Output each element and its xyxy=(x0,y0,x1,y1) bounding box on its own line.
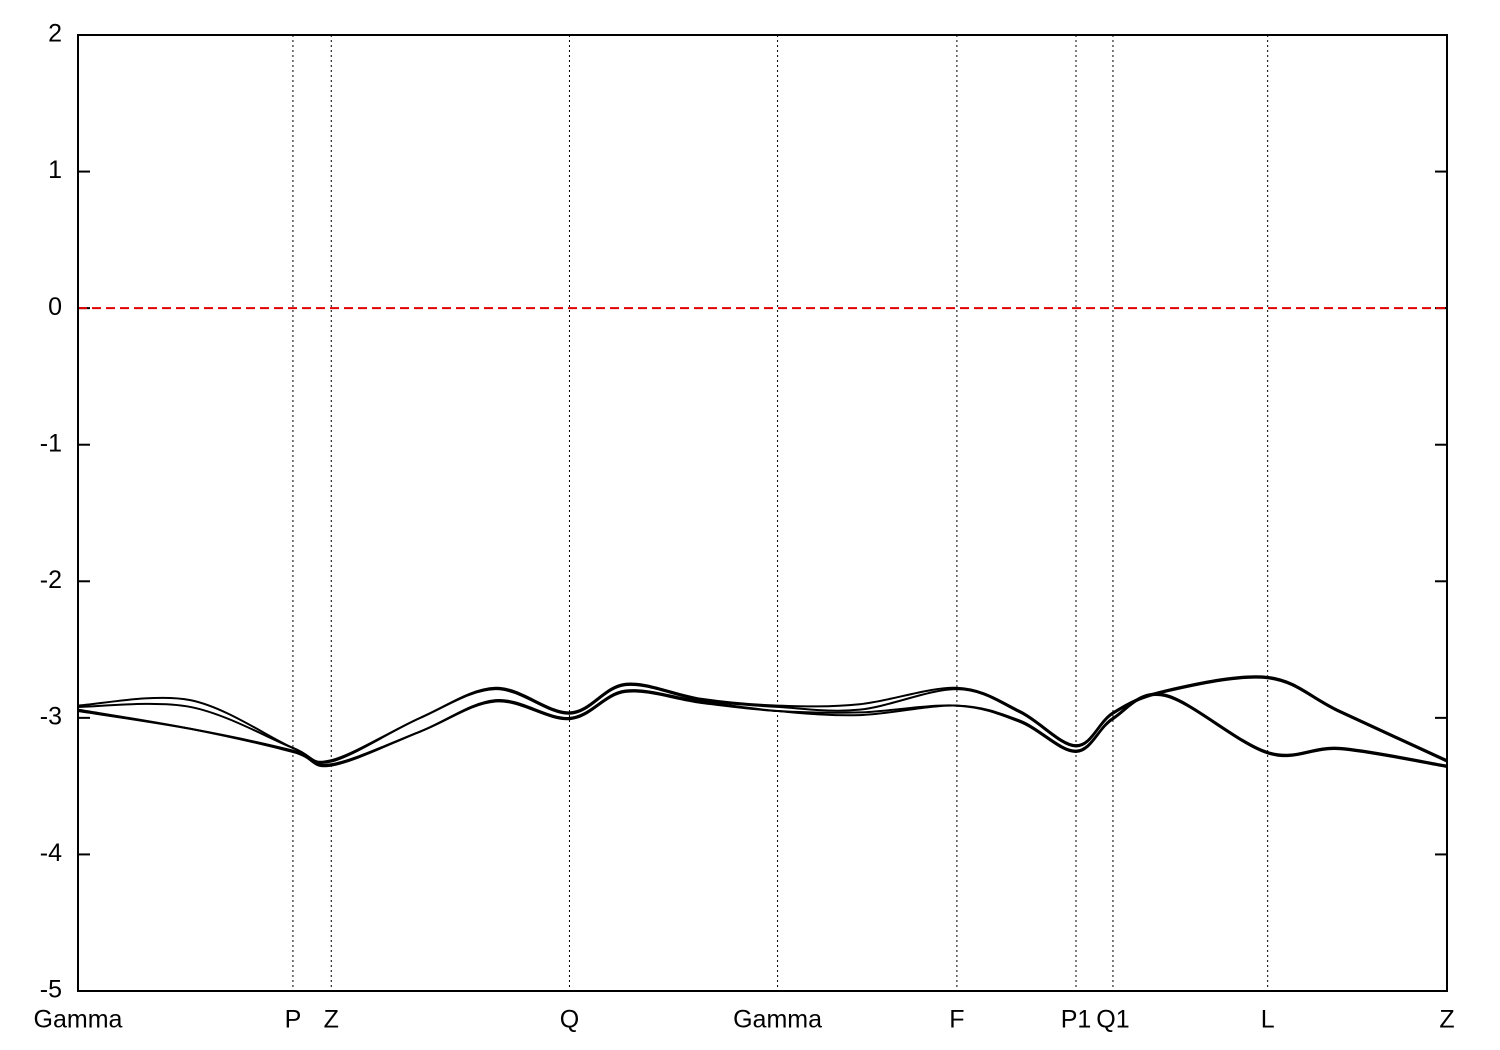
y-tick-label: 2 xyxy=(48,20,62,48)
y-tick-label: -3 xyxy=(40,702,62,730)
x-tick-label: Q xyxy=(560,1006,579,1034)
x-tick-label: L xyxy=(1261,1006,1275,1034)
y-tick-label: -1 xyxy=(40,429,62,457)
x-tick-label: Q1 xyxy=(1096,1006,1129,1034)
plot-frame xyxy=(77,34,1448,992)
x-tick-label: Gamma xyxy=(733,1006,822,1034)
band-line xyxy=(77,675,1448,763)
band-line xyxy=(77,676,1448,764)
y-tick-label: -2 xyxy=(40,566,62,594)
x-tick-label: P xyxy=(285,1006,302,1034)
y-tick-label: -5 xyxy=(40,976,62,1004)
x-tick-label: P1 xyxy=(1061,1006,1092,1034)
y-tick-label: -4 xyxy=(40,839,62,867)
x-tick-label: F xyxy=(949,1006,964,1034)
x-tick-label: Z xyxy=(324,1006,339,1034)
band-line xyxy=(77,689,1448,768)
x-tick-label: Z xyxy=(1439,1006,1454,1034)
y-tick-label: 1 xyxy=(48,156,62,184)
y-tick-label: 0 xyxy=(48,293,62,321)
band-line xyxy=(77,690,1448,769)
x-tick-label: Gamma xyxy=(34,1006,123,1034)
